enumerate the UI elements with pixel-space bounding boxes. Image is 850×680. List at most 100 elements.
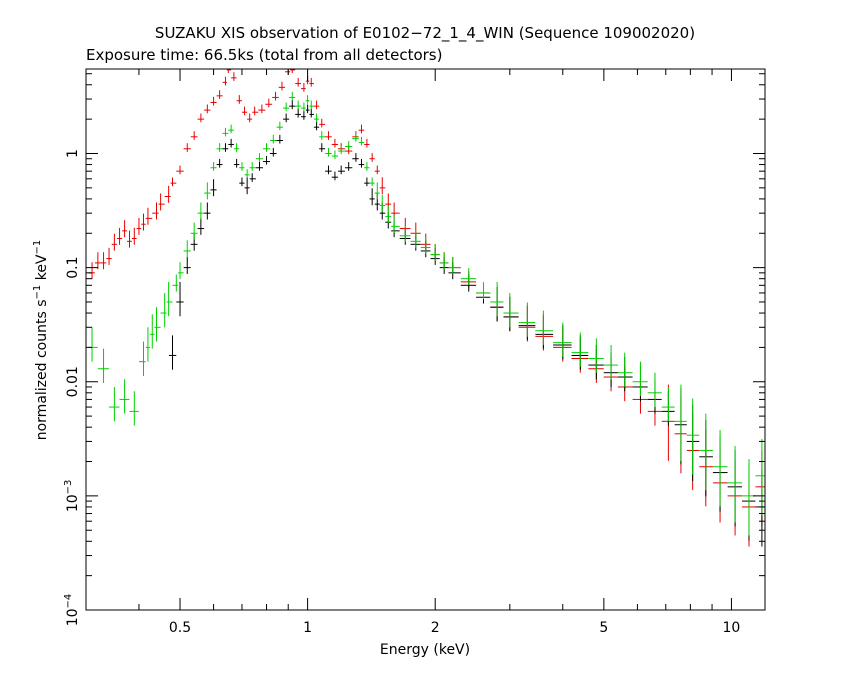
chart-subtitle: Exposure time: 66.5ks (total from all de…	[86, 46, 442, 64]
data-point	[100, 252, 107, 270]
data-point	[661, 386, 675, 422]
data-point	[338, 165, 345, 175]
data-point	[391, 202, 400, 220]
x-tick-label: 0.5	[169, 620, 191, 636]
data-point	[364, 177, 370, 187]
y-axis-label: normalized counts s−1 keV−1	[32, 240, 50, 441]
data-point	[319, 131, 326, 140]
data-point	[309, 77, 314, 87]
data-point	[190, 131, 198, 140]
y-axis-label-exp1: −1	[32, 285, 43, 300]
data-point	[325, 165, 332, 175]
data-point	[236, 95, 242, 104]
data-point	[249, 162, 256, 171]
data-point	[535, 316, 554, 351]
data-point	[129, 391, 139, 426]
data-point	[141, 213, 146, 231]
data-point	[295, 108, 302, 118]
data-point	[344, 140, 353, 150]
data-point	[448, 256, 461, 274]
data-point	[331, 138, 339, 148]
data-point	[331, 150, 339, 160]
data-point	[313, 100, 320, 110]
data-point	[138, 341, 146, 376]
data-point	[535, 314, 554, 349]
data-point	[755, 439, 765, 516]
data-point	[94, 252, 101, 270]
plot-frame	[85, 68, 766, 611]
data-point	[617, 352, 633, 387]
data-point	[430, 243, 440, 261]
data-point	[160, 292, 167, 328]
data-point	[358, 136, 365, 146]
data-point	[448, 256, 461, 274]
data-point	[588, 338, 604, 373]
data-point	[239, 162, 245, 171]
data-point	[420, 236, 431, 254]
data-point	[344, 162, 353, 171]
data-point	[233, 158, 240, 168]
data-point	[228, 124, 234, 134]
data-point	[313, 113, 320, 123]
data-point	[145, 327, 151, 362]
data-point	[272, 91, 279, 101]
data-point	[106, 247, 112, 265]
data-point	[289, 91, 296, 101]
x-tick-label: 5	[599, 620, 608, 636]
data-point	[145, 207, 153, 225]
data-point	[183, 240, 191, 258]
data-point	[305, 95, 310, 104]
data-point	[222, 127, 229, 137]
data-point	[439, 252, 449, 270]
data-point	[319, 118, 326, 128]
y-axis-label-exp2: −1	[32, 240, 43, 255]
data-point	[352, 153, 359, 162]
data-point	[603, 344, 618, 380]
data-point	[503, 296, 519, 332]
data-point	[379, 177, 386, 195]
data-point	[319, 143, 326, 152]
data-point	[269, 147, 277, 157]
data-point	[190, 222, 198, 240]
data-point	[178, 262, 184, 280]
data-point	[352, 133, 359, 142]
chart-title: SUZAKU XIS observation of E0102−72_1_4_W…	[155, 24, 695, 43]
data-point	[325, 131, 332, 140]
data-point	[358, 158, 365, 168]
data-point	[276, 121, 284, 131]
data-point	[210, 179, 217, 197]
data-point	[228, 138, 234, 148]
data-point	[136, 217, 142, 235]
data-point	[88, 262, 95, 280]
data-point	[166, 281, 173, 317]
data-point	[369, 177, 375, 187]
data-point	[244, 169, 250, 178]
data-point	[369, 153, 375, 162]
data-point	[331, 171, 339, 181]
data-point	[269, 134, 277, 144]
data-point	[170, 177, 177, 187]
data-point	[247, 113, 253, 123]
y-tick-label: 1	[65, 149, 81, 158]
data-point	[553, 322, 572, 357]
data-point	[263, 155, 270, 165]
data-point	[119, 379, 130, 414]
data-point	[97, 348, 109, 384]
data-point	[313, 121, 320, 131]
data-point	[374, 182, 380, 200]
data-point	[152, 202, 159, 220]
y-tick-label: 0.1	[65, 256, 81, 278]
data-point	[301, 83, 306, 92]
data-point	[290, 69, 296, 73]
data-point	[283, 102, 290, 112]
data-point	[255, 153, 264, 162]
y-axis-label-main: normalized counts s	[34, 299, 50, 440]
data-point	[503, 292, 519, 328]
data-point	[265, 98, 273, 108]
data-point	[325, 147, 332, 157]
data-point	[116, 227, 123, 245]
data-point	[276, 134, 284, 144]
data-point	[183, 256, 191, 274]
data-point	[476, 282, 491, 300]
